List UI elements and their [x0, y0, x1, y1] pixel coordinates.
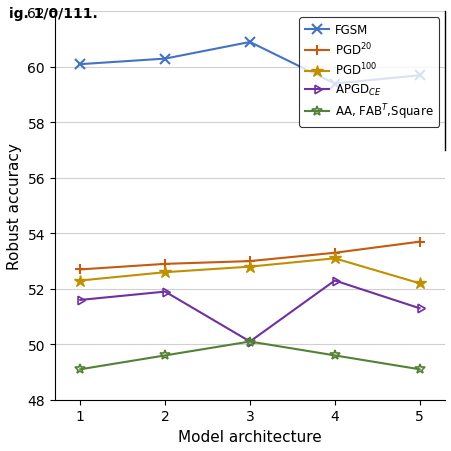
PGD$^{20}$	[162, 262, 167, 267]
Line: APGD$_{CE}$: APGD$_{CE}$	[75, 276, 423, 347]
Line: PGD$^{100}$: PGD$^{100}$	[74, 253, 425, 290]
PGD$^{100}$	[331, 256, 337, 262]
PGD$^{100}$	[78, 278, 83, 284]
APGD$_{CE}$	[247, 339, 252, 345]
X-axis label: Model architecture: Model architecture	[178, 429, 321, 444]
Y-axis label: Robust accuracy: Robust accuracy	[7, 143, 22, 269]
APGD$_{CE}$	[331, 278, 337, 284]
AA, FAB$^{T}$,Square	[416, 367, 421, 372]
FGSM	[331, 82, 337, 87]
Line: PGD$^{20}$: PGD$^{20}$	[75, 237, 423, 275]
PGD$^{20}$	[331, 250, 337, 256]
AA, FAB$^{T}$,Square	[162, 353, 167, 358]
APGD$_{CE}$	[78, 298, 83, 303]
PGD$^{20}$	[247, 259, 252, 264]
PGD$^{20}$	[416, 239, 421, 245]
Line: FGSM: FGSM	[75, 38, 423, 89]
AA, FAB$^{T}$,Square	[331, 353, 337, 358]
AA, FAB$^{T}$,Square	[247, 339, 252, 345]
Line: AA, FAB$^{T}$,Square: AA, FAB$^{T}$,Square	[75, 337, 423, 374]
APGD$_{CE}$	[162, 289, 167, 295]
FGSM	[78, 62, 83, 68]
FGSM	[162, 57, 167, 62]
PGD$^{100}$	[247, 264, 252, 270]
AA, FAB$^{T}$,Square	[78, 367, 83, 372]
Text: ig. 1/0/111.: ig. 1/0/111.	[9, 7, 97, 21]
FGSM	[416, 74, 421, 79]
FGSM	[247, 40, 252, 46]
PGD$^{100}$	[162, 270, 167, 275]
Legend: FGSM, PGD$^{20}$, PGD$^{100}$, APGD$_{CE}$, AA, FAB$^{T}$,Square: FGSM, PGD$^{20}$, PGD$^{100}$, APGD$_{CE…	[299, 18, 438, 127]
PGD$^{100}$	[416, 281, 421, 286]
PGD$^{20}$	[78, 267, 83, 272]
APGD$_{CE}$	[416, 306, 421, 311]
